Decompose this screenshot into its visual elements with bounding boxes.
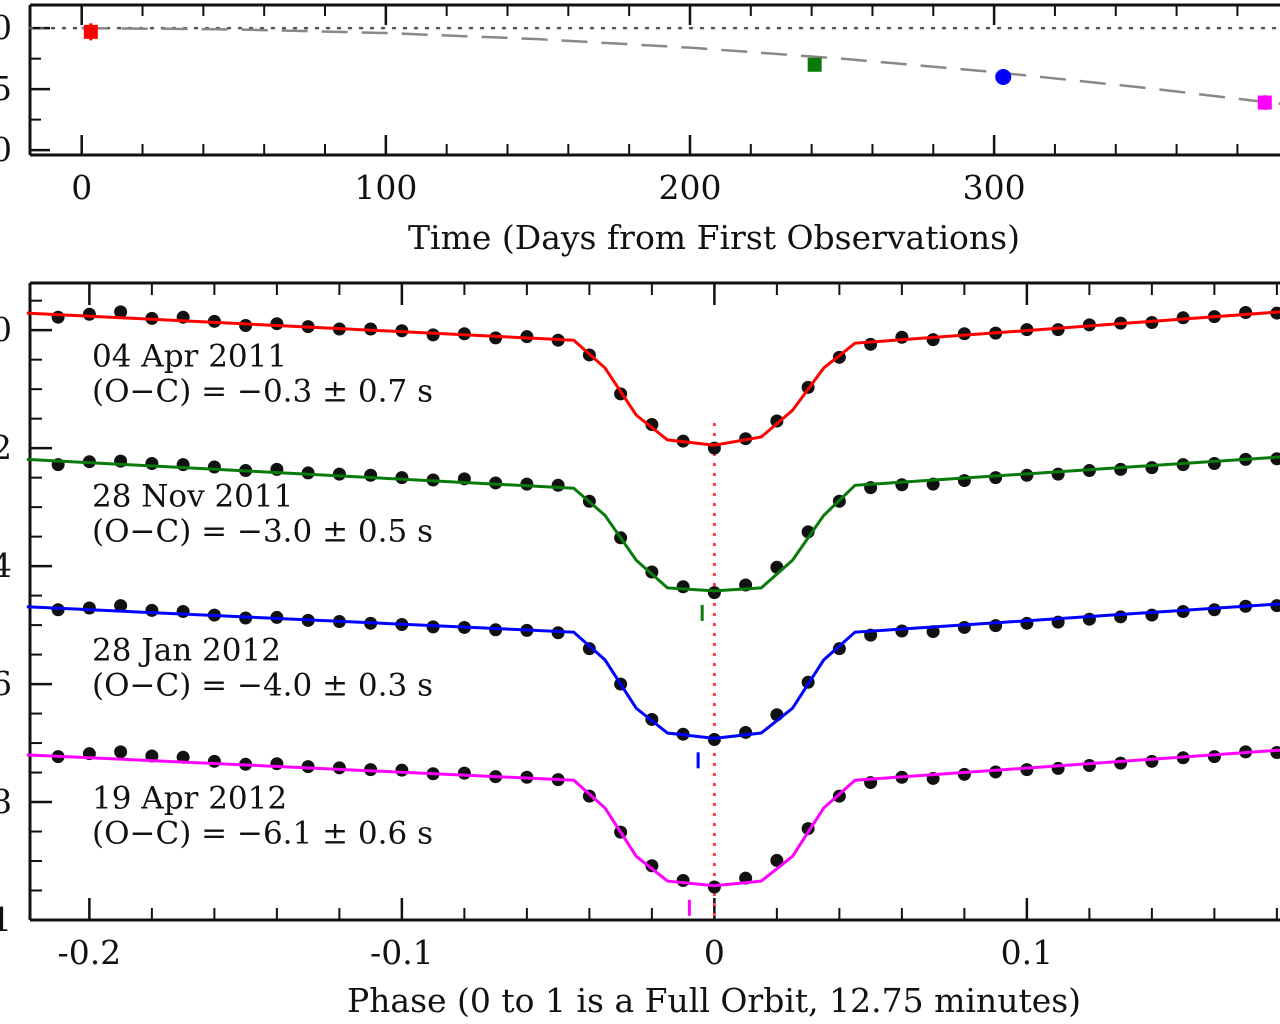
y-tick-label: 0: [0, 8, 12, 47]
y-tick-label: 0.2: [0, 428, 12, 467]
data-point: [83, 24, 98, 39]
data-point: [1114, 610, 1128, 624]
series-name: 19 Apr 2012: [92, 781, 287, 817]
data-point: [1145, 461, 1159, 475]
data-point: [145, 456, 159, 470]
data-point: [895, 478, 909, 492]
data-point: [895, 624, 909, 638]
data-point: [1239, 305, 1253, 319]
data-point: [995, 68, 1012, 85]
data-point: [1207, 456, 1221, 470]
data-point: [1145, 754, 1159, 768]
data-point: [207, 754, 221, 768]
y-tick-label: -5: [0, 69, 12, 108]
x-axis-title: Phase (0 to 1 is a Full Orbit, 12.75 min…: [347, 981, 1081, 1020]
data-point: [1207, 750, 1221, 764]
data-point: [114, 745, 128, 759]
data-point: [739, 725, 753, 739]
data-point: [1020, 616, 1034, 630]
data-point: [145, 603, 159, 617]
data-point: [864, 337, 878, 351]
model-curve: [26, 602, 1280, 740]
series-label: (O−C) = −3.0 ± 0.5 s: [92, 514, 433, 550]
series-name: 04 Apr 2011: [92, 339, 287, 375]
data-point: [645, 418, 659, 432]
x-tick-label: 200: [658, 168, 721, 207]
data-point: [926, 333, 940, 347]
x-tick-label: 0.1: [1001, 933, 1053, 972]
data-point: [1145, 608, 1159, 622]
data-point: [270, 317, 284, 331]
model-curve: [26, 455, 1280, 593]
data-point: [51, 310, 65, 324]
y-tick-label: 0.4: [0, 546, 12, 585]
x-tick-label: 100: [354, 168, 417, 207]
data-point: [957, 767, 971, 781]
data-point: [1257, 95, 1272, 110]
data-point: [457, 766, 471, 780]
data-point: [1051, 467, 1065, 481]
data-point: [114, 305, 128, 319]
data-point: [676, 580, 690, 594]
y-tick-label: 0.8: [0, 782, 12, 821]
data-point: [582, 642, 596, 656]
fit-line: [81, 26, 1280, 106]
x-axis-title: Time (Days from First Observations): [408, 218, 1020, 257]
data-point: [832, 642, 846, 656]
x-tick-label: -0.2: [58, 933, 122, 972]
data-point: [1082, 612, 1096, 626]
data-point: [207, 460, 221, 474]
y-tick-label: 1: [0, 900, 12, 939]
data-point: [1051, 761, 1065, 775]
data-point: [807, 57, 822, 72]
x-tick-label: 0: [71, 168, 92, 207]
y-tick-label: 0.6: [0, 664, 12, 703]
x-tick-label: 300: [963, 168, 1026, 207]
model-curve: [26, 310, 1280, 447]
series-label: (O−C) = −6.1 ± 0.6 s: [92, 816, 433, 852]
data-point: [270, 757, 284, 771]
series-label: (O−C) = −4.0 ± 0.3 s: [92, 668, 433, 704]
data-point: [1082, 758, 1096, 772]
data-point: [176, 605, 190, 619]
series-name: 28 Nov 2011: [92, 479, 293, 515]
model-curve: [26, 748, 1280, 888]
data-point: [676, 873, 690, 887]
data-point: [770, 853, 784, 867]
data-point: [1207, 603, 1221, 617]
y-tick-label: 0: [0, 310, 12, 349]
data-point: [364, 468, 378, 482]
data-point: [707, 586, 721, 600]
data-point: [957, 620, 971, 634]
data-point: [1270, 745, 1280, 759]
data-point: [770, 414, 784, 428]
series-name: 28 Jan 2012: [92, 633, 281, 669]
data-point: [332, 761, 346, 775]
data-point: [114, 599, 128, 613]
y-tick-label: -10: [0, 130, 12, 169]
data-point: [957, 474, 971, 488]
data-point: [395, 763, 409, 777]
data-point: [551, 478, 565, 492]
data-point: [489, 331, 503, 345]
data-point: [332, 467, 346, 481]
series-label: (O−C) = −0.3 ± 0.7 s: [92, 374, 433, 410]
data-point: [82, 307, 96, 321]
data-point: [895, 330, 909, 344]
data-point: [645, 859, 659, 873]
x-tick-label: 0: [704, 933, 725, 972]
x-tick-label: -0.1: [370, 933, 434, 972]
data-point: [239, 318, 253, 332]
data-point: [395, 471, 409, 485]
data-point: [82, 601, 96, 615]
